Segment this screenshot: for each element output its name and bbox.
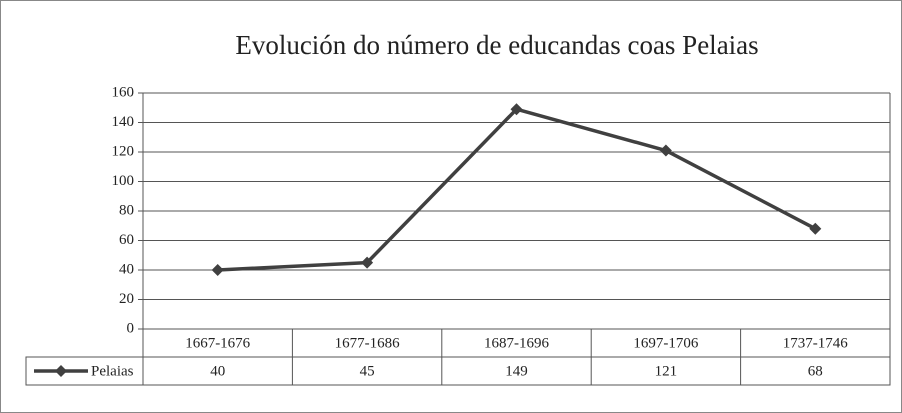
legend-cell: [25, 356, 144, 386]
table-value: 40: [210, 363, 225, 379]
data-point: [211, 264, 224, 276]
legend-marker: [55, 365, 67, 377]
data-point: [510, 103, 523, 116]
x-tick-label: 1687-1696: [484, 335, 549, 351]
x-tick-label: 1737-1746: [783, 335, 848, 351]
y-tick-label: 20: [119, 291, 134, 307]
y-tick-label: 160: [112, 84, 135, 100]
x-tick-label: 1667-1676: [185, 335, 250, 351]
x-tick-label: 1677-1686: [335, 335, 400, 351]
y-tick-label: 60: [119, 232, 134, 248]
table-value: 121: [655, 363, 678, 379]
data-point: [361, 256, 374, 269]
table-value: 45: [360, 363, 375, 379]
chart-title: Evolución do número de educandas coas Pe…: [235, 30, 758, 60]
data-point: [659, 144, 672, 157]
y-tick-label: 40: [119, 261, 134, 277]
y-tick-label: 0: [127, 320, 135, 336]
table-value: 68: [808, 363, 823, 379]
table-value: 149: [505, 363, 528, 379]
y-tick-label: 140: [112, 114, 135, 130]
x-tick-label: 1697-1706: [633, 335, 698, 351]
legend-label: Pelaias: [91, 363, 134, 379]
y-tick-label: 120: [112, 143, 135, 159]
y-tick-label: 100: [112, 173, 135, 189]
y-tick-label: 80: [119, 202, 134, 218]
data-point: [809, 222, 822, 235]
